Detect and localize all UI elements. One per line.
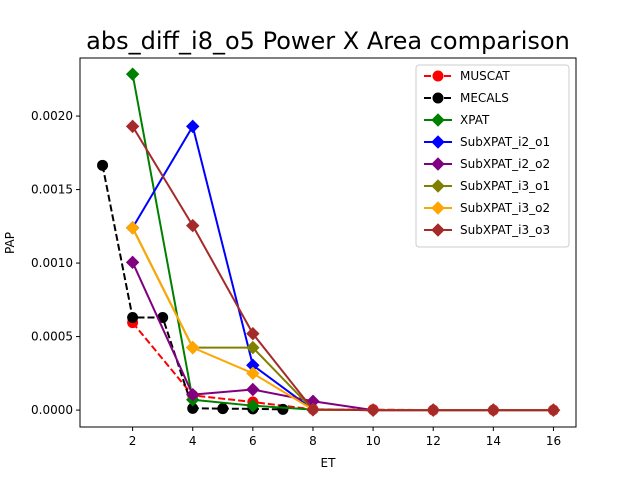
data-point-subxpat-i3-o2 xyxy=(246,366,260,381)
legend-marker xyxy=(432,70,444,82)
x-axis-ticks: 2 4 6 8 10 12 14 16 xyxy=(129,427,561,448)
series-line-subxpat-i3-o1 xyxy=(131,227,554,412)
series-subxpat-i2-o2 xyxy=(125,255,561,417)
legend-label: SubXPAT_i3_o3 xyxy=(460,223,550,237)
x-tick-label: 2 xyxy=(129,434,137,448)
data-point-subxpat-i3-o2 xyxy=(186,340,200,355)
legend-label: XPAT xyxy=(460,113,490,127)
legend-label: SubXPAT_i3_o1 xyxy=(460,179,550,193)
y-tick-label: 0.0000 xyxy=(31,403,73,417)
x-tick-label: 14 xyxy=(486,434,501,448)
legend-label: MECALS xyxy=(460,91,509,105)
legend-item: SubXPAT_i2_o2 xyxy=(424,157,550,171)
legend-item: SubXPAT_i3_o1 xyxy=(424,179,550,193)
legend-item: MUSCAT xyxy=(424,69,510,83)
legend-marker xyxy=(431,179,445,193)
x-tick-label: 10 xyxy=(365,434,380,448)
legend-box xyxy=(415,64,570,248)
data-point-subxpat-i3-o3 xyxy=(125,119,140,134)
plot-series xyxy=(97,67,561,417)
x-tick-label: 8 xyxy=(309,434,317,448)
data-point-subxpat-i2-o2 xyxy=(246,382,260,397)
series-line-subxpat-i3-o3 xyxy=(131,125,554,412)
data-point-subxpat-i2-o1 xyxy=(186,119,200,134)
y-tick-label: 0.0020 xyxy=(31,109,73,123)
series-line-subxpat-i3-o2 xyxy=(131,227,554,412)
data-point-mecals xyxy=(277,403,289,415)
y-axis-ticks: 0.0000 0.0005 0.0010 0.0015 0.0020 xyxy=(31,109,80,417)
legend-item: XPAT xyxy=(424,113,490,127)
legend-label: SubXPAT_i3_o2 xyxy=(460,201,550,215)
data-point-subxpat-i2-o2 xyxy=(125,255,140,270)
data-point-subxpat-i3-o3 xyxy=(426,403,440,417)
plot-frame xyxy=(79,57,577,428)
legend-marker xyxy=(431,201,445,215)
legend-label: SubXPAT_i2_o1 xyxy=(460,135,550,149)
legend-marker xyxy=(431,135,445,149)
x-tick-label: 6 xyxy=(249,434,257,448)
data-point-subxpat-i3-o3 xyxy=(546,403,561,417)
legend-label: SubXPAT_i2_o2 xyxy=(460,157,550,171)
data-point-xpat xyxy=(125,67,140,81)
series-subxpat-i3-o2 xyxy=(125,221,561,417)
series-subxpat-i3-o1 xyxy=(125,221,561,417)
data-point-subxpat-i3-o3 xyxy=(366,403,380,417)
legend: MUSCAT MECALS XPAT SubXPAT_i2_o1 SubXPAT_i2_… xyxy=(415,64,570,248)
x-tick-label: 12 xyxy=(426,434,441,448)
data-point-subxpat-i3-o3 xyxy=(306,402,320,417)
data-point-subxpat-i3-o1 xyxy=(246,340,260,355)
legend-marker xyxy=(431,157,445,171)
x-axis-label: ET xyxy=(321,456,337,470)
series-subxpat-i3-o3 xyxy=(125,119,561,417)
x-tick-label: 16 xyxy=(546,434,561,448)
y-tick-label: 0.0015 xyxy=(31,183,73,197)
legend-label: MUSCAT xyxy=(460,69,510,83)
x-tick-label: 4 xyxy=(189,434,197,448)
legend-marker xyxy=(432,92,444,104)
legend-item: MECALS xyxy=(424,91,509,105)
chart-title: abs_diff_i8_o5 Power X Area comparison xyxy=(86,27,570,55)
legend-item: SubXPAT_i3_o2 xyxy=(424,201,550,215)
data-point-subxpat-i3-o3 xyxy=(486,403,501,417)
legend-item: SubXPAT_i2_o1 xyxy=(424,135,550,149)
data-point-xpat xyxy=(246,398,260,413)
data-point-subxpat-i2-o2 xyxy=(186,387,200,402)
legend-marker xyxy=(431,223,445,237)
series-line-subxpat-i2-o2 xyxy=(131,261,554,412)
data-point-mecals xyxy=(127,311,139,323)
y-tick-label: 0.0005 xyxy=(31,330,73,344)
y-axis-label: PAP xyxy=(3,232,17,254)
data-point-mecals xyxy=(217,403,229,415)
data-point-mecals xyxy=(97,159,109,171)
data-point-subxpat-i3-o2 xyxy=(125,221,140,235)
data-point-subxpat-i3-o3 xyxy=(186,218,200,233)
legend-marker xyxy=(431,113,445,127)
y-tick-label: 0.0010 xyxy=(31,256,73,270)
data-point-subxpat-i3-o3 xyxy=(246,326,260,341)
legend-item: SubXPAT_i3_o3 xyxy=(424,223,550,237)
